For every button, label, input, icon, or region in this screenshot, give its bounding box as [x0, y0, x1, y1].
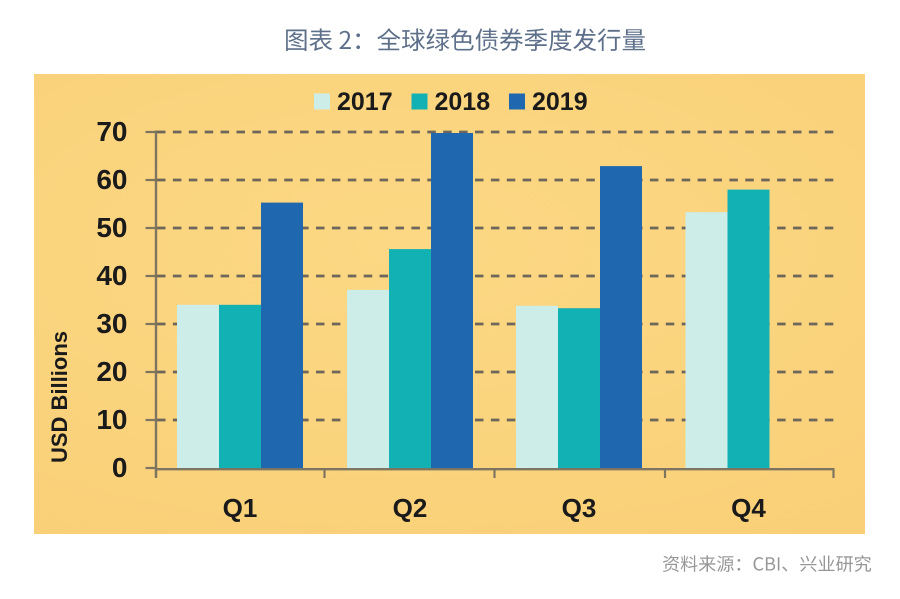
svg-text:Q1: Q1 [223, 493, 258, 523]
svg-text:2017: 2017 [337, 88, 393, 116]
svg-text:Q3: Q3 [562, 493, 597, 523]
svg-text:Q2: Q2 [393, 493, 428, 523]
svg-text:70: 70 [96, 116, 127, 147]
svg-text:USD Billions: USD Billions [47, 331, 72, 463]
svg-text:2018: 2018 [435, 88, 491, 116]
svg-text:10: 10 [96, 404, 127, 435]
svg-text:0: 0 [112, 452, 128, 483]
svg-text:50: 50 [96, 212, 127, 243]
svg-text:60: 60 [96, 164, 127, 195]
svg-text:Q4: Q4 [731, 493, 766, 523]
svg-text:20: 20 [96, 356, 127, 387]
svg-text:2019: 2019 [532, 88, 588, 116]
svg-text:40: 40 [96, 260, 127, 291]
svg-text:30: 30 [96, 308, 127, 339]
